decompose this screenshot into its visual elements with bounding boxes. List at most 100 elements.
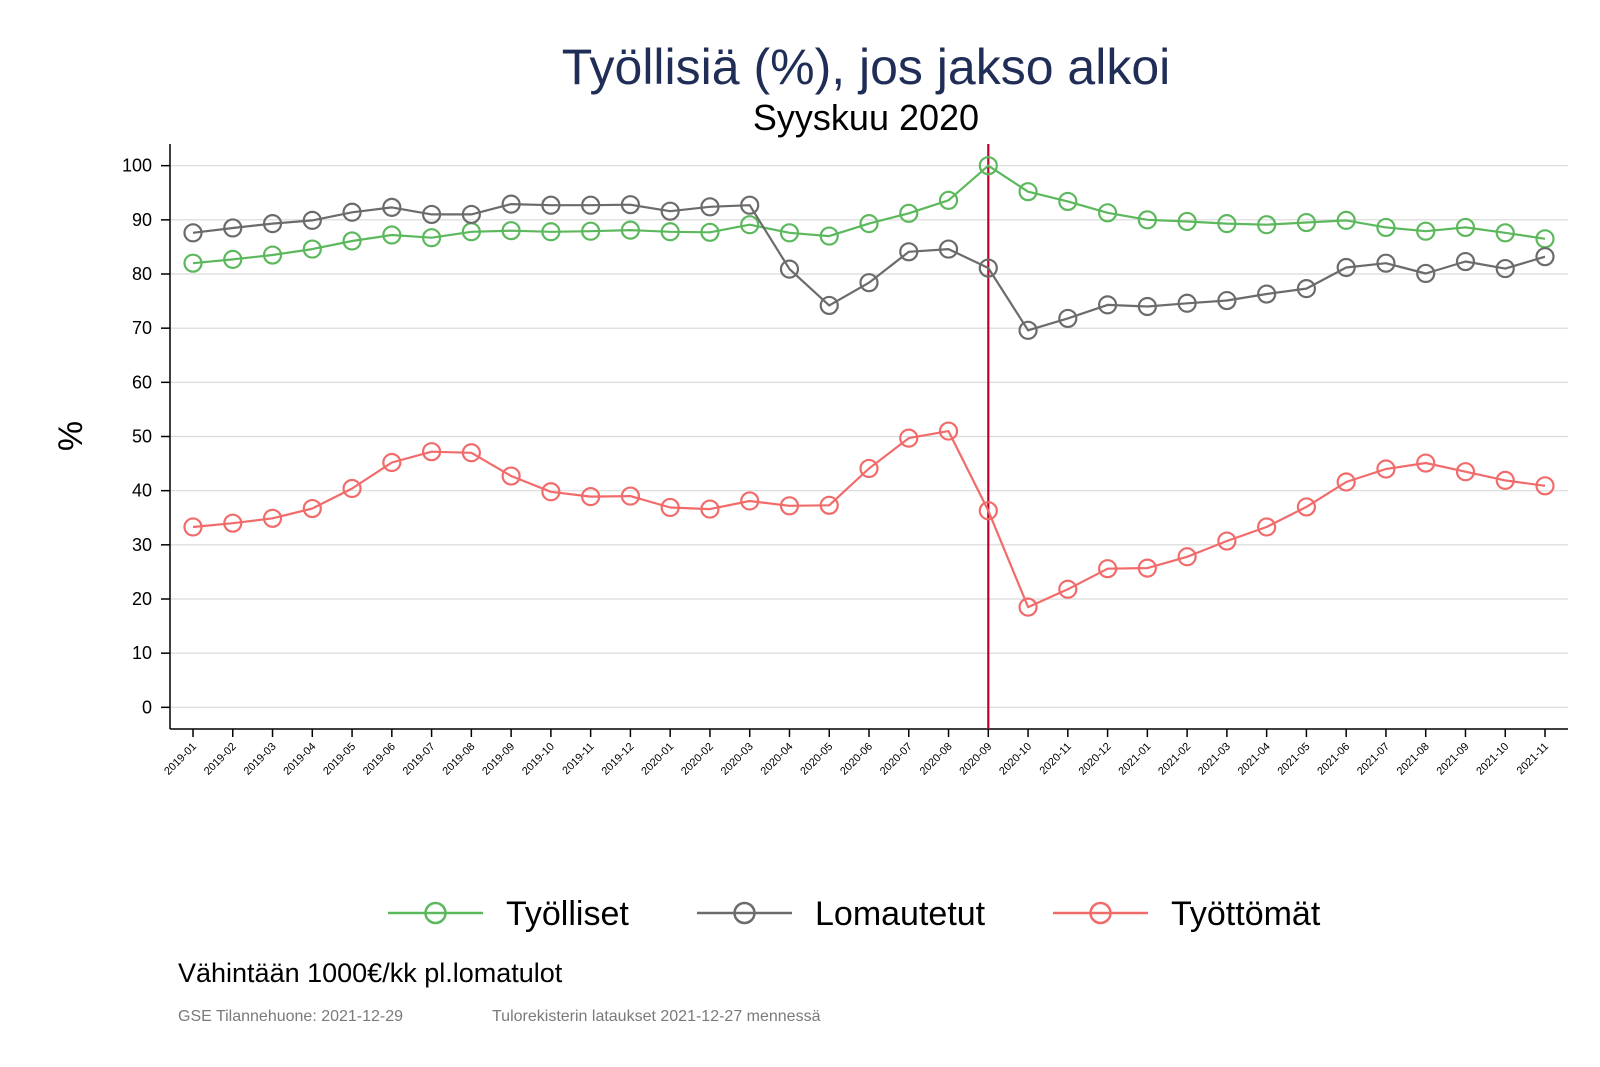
chart-title: Työllisiä (%), jos jakso alkoi <box>562 39 1171 95</box>
data-point-3-2021-08 <box>1416 453 1436 473</box>
x-tick-label-2020-10: 2020-10 <box>997 741 1034 778</box>
data-point-2-2021-02 <box>1177 293 1197 313</box>
y-tick-label-0: 0 <box>142 697 152 717</box>
data-point-2-2021-09 <box>1455 251 1476 272</box>
x-tick-label-2020-06: 2020-06 <box>838 741 875 778</box>
data-point-3-2019-09 <box>501 466 521 486</box>
x-tick-label-2020-04: 2020-04 <box>759 741 796 778</box>
data-point-1-2019-02 <box>223 249 243 269</box>
data-point-2-2021-10 <box>1495 258 1515 279</box>
data-point-3-2019-01 <box>183 517 203 537</box>
data-point-2-2020-10 <box>1018 320 1038 340</box>
data-point-3-2019-03 <box>262 508 283 528</box>
data-point-3-2019-02 <box>223 513 243 533</box>
x-tick-label-2019-06: 2019-06 <box>361 741 398 778</box>
x-tick-label-2021-09: 2021-09 <box>1435 741 1472 778</box>
x-tick-label-2020-05: 2020-05 <box>798 741 835 778</box>
data-point-3-2020-09 <box>978 501 998 521</box>
y-tick-label-40: 40 <box>132 481 152 501</box>
data-point-1-2019-10 <box>541 222 561 242</box>
data-point-3-2020-04 <box>779 496 800 516</box>
data-point-1-2021-09 <box>1455 217 1476 238</box>
data-point-3-2021-10 <box>1495 470 1515 490</box>
data-point-1-2020-06 <box>859 214 879 234</box>
data-point-2-2021-11 <box>1535 247 1555 267</box>
footnote: Vähintään 1000€/kk pl.lomatulot <box>178 958 563 988</box>
series-line-1 <box>192 164 1546 265</box>
data-point-1-2021-02 <box>1177 211 1197 232</box>
data-point-3-2019-07 <box>421 442 442 462</box>
y-tick-label-70: 70 <box>132 318 152 338</box>
data-point-2-2020-09 <box>978 258 998 278</box>
y-tick-label-100: 100 <box>122 156 152 176</box>
y-tick-label-60: 60 <box>132 372 152 392</box>
data-point-2-2019-04 <box>302 210 322 230</box>
legend-marker-3 <box>1089 901 1112 925</box>
x-tick-label-2021-05: 2021-05 <box>1275 741 1312 778</box>
data-point-2-2020-01 <box>660 201 680 221</box>
source-description: Tulorekisterin lataukset 2021-12-27 menn… <box>492 1008 821 1025</box>
x-tick-label-2019-05: 2019-05 <box>321 741 358 778</box>
data-point-2-2019-10 <box>541 195 561 215</box>
data-point-3-2020-03 <box>740 491 760 511</box>
data-point-1-2020-02 <box>700 222 720 242</box>
data-point-3-2020-05 <box>819 495 839 515</box>
data-point-2-2020-12 <box>1097 295 1118 315</box>
x-tick-label-2021-10: 2021-10 <box>1474 741 1511 778</box>
x-tick-label-2021-04: 2021-04 <box>1236 741 1273 778</box>
data-point-2-2019-06 <box>382 197 402 217</box>
data-point-3-2019-08 <box>461 443 481 463</box>
data-point-3-2019-05 <box>342 478 362 499</box>
data-point-1-2021-07 <box>1376 217 1396 238</box>
data-point-2-2020-07 <box>899 242 919 262</box>
data-point-3-2019-11 <box>581 487 601 507</box>
x-tick-label-2019-01: 2019-01 <box>162 741 199 778</box>
x-tick-label-2020-01: 2020-01 <box>639 741 676 778</box>
x-tick-label-2021-02: 2021-02 <box>1156 741 1193 778</box>
data-point-3-2021-07 <box>1376 459 1396 479</box>
y-axis-label: % <box>52 421 90 451</box>
gridlines <box>170 165 1568 708</box>
legend-label-1: Työlliset <box>506 895 629 933</box>
data-point-3-2019-10 <box>541 482 561 502</box>
x-tick-label-2021-03: 2021-03 <box>1196 741 1233 778</box>
data-point-3-2021-05 <box>1296 497 1317 517</box>
data-point-1-2020-05 <box>819 226 839 246</box>
x-tick-label-2019-03: 2019-03 <box>242 741 279 778</box>
data-point-1-2019-06 <box>382 225 402 245</box>
data-point-3-2021-06 <box>1336 472 1356 492</box>
data-point-3-2020-07 <box>899 428 919 448</box>
y-tick-label-20: 20 <box>132 589 152 609</box>
data-point-3-2021-09 <box>1455 462 1476 482</box>
data-point-1-2021-03 <box>1217 214 1237 234</box>
data-point-2-2019-05 <box>342 202 362 222</box>
data-point-2-2021-07 <box>1376 253 1396 273</box>
x-tick-label-2019-07: 2019-07 <box>401 741 438 778</box>
chart-subtitle: Syyskuu 2020 <box>753 97 979 138</box>
x-tick-label-2019-10: 2019-10 <box>520 741 557 778</box>
data-point-3-2020-01 <box>660 497 680 518</box>
data-point-2-2019-12 <box>620 195 641 215</box>
data-point-2-2020-05 <box>819 295 839 316</box>
x-tick-label-2021-07: 2021-07 <box>1355 741 1392 778</box>
data-point-1-2020-01 <box>660 222 680 242</box>
data-point-2-2019-02 <box>223 218 243 238</box>
data-point-1-2021-05 <box>1296 212 1317 233</box>
data-point-3-2019-04 <box>302 498 322 519</box>
x-tick-label-2020-12: 2020-12 <box>1077 741 1114 778</box>
data-point-1-2021-08 <box>1416 221 1436 241</box>
data-point-1-2019-01 <box>183 253 203 273</box>
data-point-1-2020-03 <box>740 215 760 235</box>
legend-marker-2 <box>733 901 756 925</box>
x-tick-label-2020-09: 2020-09 <box>957 741 994 778</box>
data-point-2-2020-04 <box>779 259 800 279</box>
x-tick-label-2019-04: 2019-04 <box>281 741 318 778</box>
y-tick-label-90: 90 <box>132 210 152 230</box>
data-point-1-2020-12 <box>1097 203 1118 223</box>
legend-label-3: Työttömät <box>1171 895 1321 933</box>
data-point-1-2021-01 <box>1137 210 1157 230</box>
x-tick-label-2019-08: 2019-08 <box>440 741 477 778</box>
data-point-2-2020-08 <box>938 239 959 259</box>
y-tick-label-50: 50 <box>132 427 152 447</box>
data-point-2-2019-09 <box>501 194 521 214</box>
